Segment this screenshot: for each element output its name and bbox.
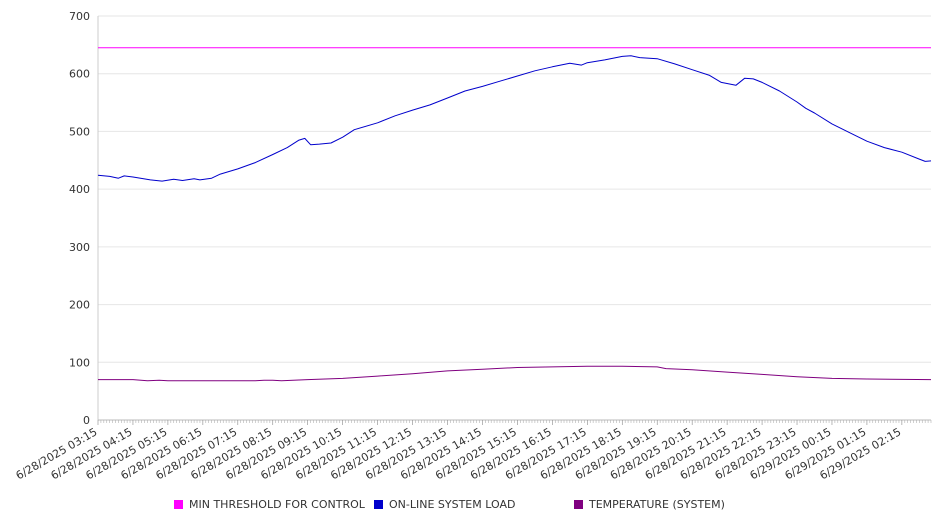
y-tick-label-700: 700 <box>69 10 90 23</box>
series-layer <box>97 47 932 382</box>
legend-swatch-system-load <box>374 500 383 509</box>
y-tick-label-500: 500 <box>69 125 90 138</box>
series-line-temperature-system[interactable] <box>98 365 932 382</box>
legend-swatch-temperature <box>574 500 583 509</box>
y-tick-label-600: 600 <box>69 68 90 81</box>
y-tick-label-200: 200 <box>69 299 90 312</box>
series-line-on-line-system-load[interactable] <box>97 55 932 182</box>
y-tick-label-300: 300 <box>69 241 90 254</box>
legend: MIN THRESHOLD FOR CONTROL ON-LINE SYSTEM… <box>0 498 946 514</box>
legend-label-min-threshold: MIN THRESHOLD FOR CONTROL <box>189 498 365 511</box>
legend-swatch-min-threshold <box>174 500 183 509</box>
legend-item-temperature[interactable]: TEMPERATURE (SYSTEM) <box>574 498 725 511</box>
y-tick-label-400: 400 <box>69 183 90 196</box>
legend-label-temperature: TEMPERATURE (SYSTEM) <box>589 498 725 511</box>
y-axis-ticks: 0 100 200 300 400 500 600 700 <box>69 10 90 427</box>
x-axis-ticks: 6/28/2025 03:156/28/2025 04:156/28/2025 … <box>14 420 932 482</box>
legend-label-system-load: ON-LINE SYSTEM LOAD <box>389 498 516 511</box>
y-tick-label-100: 100 <box>69 356 90 369</box>
legend-item-min-threshold[interactable]: MIN THRESHOLD FOR CONTROL <box>174 498 365 511</box>
gridlines <box>98 15 931 363</box>
legend-item-system-load[interactable]: ON-LINE SYSTEM LOAD <box>374 498 515 511</box>
y-tick-label-0: 0 <box>83 414 90 427</box>
